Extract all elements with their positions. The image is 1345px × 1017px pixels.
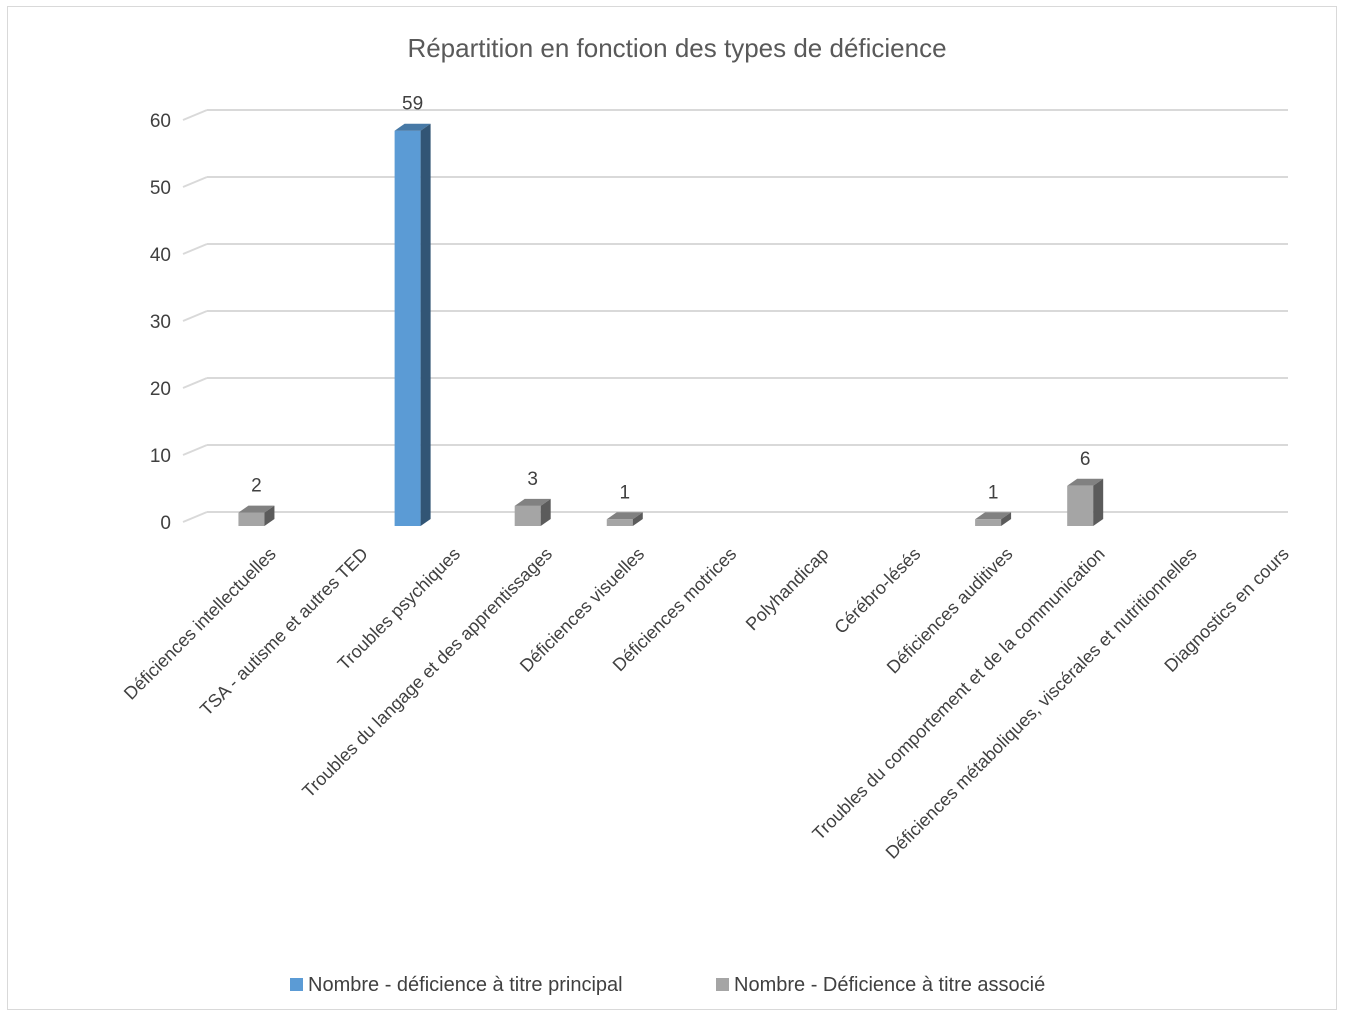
chart-title: Répartition en fonction des types de déf…: [407, 33, 946, 63]
legend-swatch: [290, 978, 303, 991]
bar-top: [394, 123, 431, 131]
bar-front: [606, 519, 633, 526]
y-axis-ticks: 0 10 20 30 40 50 60: [150, 111, 171, 534]
gridline-diagonal: [182, 511, 208, 523]
category-label: Déficiences métaboliques, viscérales et …: [882, 544, 1201, 863]
legend-item: Nombre - déficience à titre principal: [290, 974, 623, 996]
legend-label: Nombre - Déficience à titre associé: [734, 974, 1045, 996]
chart-frame: Répartition en fonction des types de déf…: [7, 6, 1337, 1010]
chart-svg: Répartition en fonction des types de déf…: [120, 33, 1293, 996]
category-label: Déficiences intellectuelles: [120, 544, 280, 704]
y-tick-label: 10: [150, 446, 171, 467]
bar-principal: [394, 123, 431, 526]
bar-side: [1093, 478, 1104, 526]
data-labels: 2 59 3 1 1 6: [251, 94, 1090, 504]
bar-top: [606, 512, 643, 520]
data-label: 2: [251, 476, 262, 497]
y-tick-label: 50: [150, 178, 171, 199]
gridline-diagonal: [182, 377, 208, 389]
bar-front: [394, 130, 421, 526]
legend-item: Nombre - Déficience à titre associé: [716, 974, 1045, 996]
bar-top: [514, 498, 551, 506]
bar-front: [238, 512, 265, 526]
gridline-diagonal: [182, 109, 208, 121]
legend-swatch: [716, 978, 729, 991]
data-label: 6: [1080, 449, 1091, 470]
grid: [182, 109, 1288, 523]
legend: Nombre - déficience à titre principal Nom…: [290, 974, 1045, 996]
bar-associe: [1067, 478, 1104, 526]
y-tick-label: 60: [150, 111, 171, 132]
category-label: Polyhandicap: [742, 544, 833, 635]
y-tick-label: 40: [150, 245, 171, 266]
bar-front: [975, 519, 1002, 526]
bar-top: [238, 505, 275, 513]
data-label: 59: [402, 94, 423, 115]
bar-front: [1067, 485, 1094, 526]
y-tick-label: 20: [150, 379, 171, 400]
y-tick-label: 30: [150, 312, 171, 333]
gridline-diagonal: [182, 243, 208, 255]
gridline-diagonal: [182, 176, 208, 188]
bar-side: [1001, 512, 1012, 526]
bar-top: [975, 512, 1012, 520]
bar-top: [1067, 478, 1104, 486]
y-tick-label: 0: [160, 513, 171, 534]
gridline-diagonal: [182, 444, 208, 456]
bar-associe: [606, 512, 643, 526]
bar-associe: [238, 505, 275, 526]
gridline-diagonal: [182, 310, 208, 322]
data-label: 3: [527, 469, 538, 490]
bars: [238, 123, 1104, 526]
bar-front: [514, 505, 541, 526]
category-label: TSA - autisme et autres TED: [196, 544, 372, 720]
bar-side: [540, 498, 551, 526]
bar-associe: [514, 498, 551, 526]
bar-side: [264, 505, 275, 526]
data-label: 1: [988, 482, 999, 503]
data-label: 1: [619, 482, 630, 503]
legend-label: Nombre - déficience à titre principal: [308, 974, 623, 996]
bar-associe: [975, 512, 1012, 526]
bar-side: [420, 123, 431, 526]
category-label: Cérébro-lésés: [830, 544, 924, 638]
bar-side: [632, 512, 643, 526]
